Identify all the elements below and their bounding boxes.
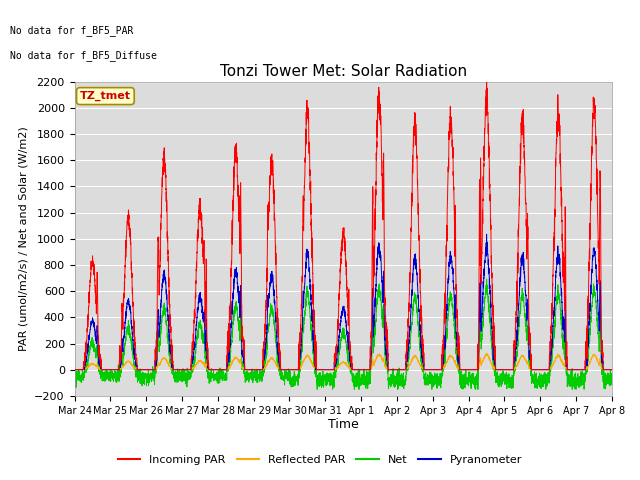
Text: No data for f_BF5_Diffuse: No data for f_BF5_Diffuse [10, 50, 157, 61]
Pyranometer [70, 367, 78, 372]
Incoming PAR [494, 367, 502, 372]
Line: Pyranometer: Pyranometer [74, 234, 612, 370]
Incoming PAR [607, 367, 615, 372]
Incoming PAR [463, 367, 471, 372]
Net [608, 376, 616, 382]
Pyranometer [483, 231, 490, 237]
Net [483, 276, 490, 282]
Reflected PAR [608, 367, 616, 372]
Line: Incoming PAR: Incoming PAR [74, 70, 612, 370]
Net [167, 365, 175, 371]
Reflected PAR [70, 367, 78, 372]
Reflected PAR [323, 367, 331, 372]
Pyranometer [434, 367, 442, 372]
Reflected PAR [463, 367, 471, 372]
Text: No data for f_BF5_PAR: No data for f_BF5_PAR [10, 25, 133, 36]
Line: Net: Net [74, 279, 612, 389]
Incoming PAR [323, 367, 331, 372]
Net [464, 375, 472, 381]
Incoming PAR [608, 367, 616, 372]
Line: Reflected PAR: Reflected PAR [74, 353, 612, 370]
Incoming PAR [434, 367, 442, 372]
Pyranometer [607, 367, 615, 372]
Net [494, 374, 502, 380]
Reflected PAR [434, 367, 442, 372]
Title: Tonzi Tower Met: Solar Radiation: Tonzi Tower Met: Solar Radiation [220, 64, 467, 79]
Net [434, 382, 442, 387]
Net [314, 386, 321, 392]
Reflected PAR [607, 367, 615, 372]
Pyranometer [167, 356, 175, 361]
Net [70, 372, 78, 378]
Legend: Incoming PAR, Reflected PAR, Net, Pyranometer: Incoming PAR, Reflected PAR, Net, Pyrano… [114, 451, 526, 469]
Pyranometer [323, 367, 331, 372]
Reflected PAR [494, 367, 502, 372]
Incoming PAR [70, 367, 78, 372]
Pyranometer [494, 367, 502, 372]
Net [323, 372, 331, 378]
Net [607, 377, 615, 383]
Reflected PAR [167, 366, 175, 372]
Reflected PAR [483, 350, 490, 356]
Incoming PAR [483, 67, 490, 72]
Pyranometer [608, 367, 616, 372]
Pyranometer [463, 367, 471, 372]
Incoming PAR [167, 343, 175, 348]
Text: TZ_tmet: TZ_tmet [80, 91, 131, 101]
X-axis label: Time: Time [328, 419, 358, 432]
Y-axis label: PAR (umol/m2/s) / Net and Solar (W/m2): PAR (umol/m2/s) / Net and Solar (W/m2) [19, 126, 29, 351]
